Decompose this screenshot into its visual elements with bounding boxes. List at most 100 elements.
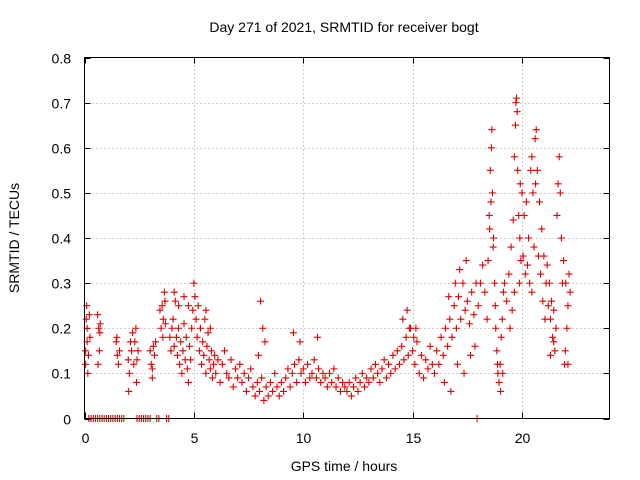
data-point	[462, 257, 470, 265]
data-point	[444, 342, 452, 350]
data-point	[257, 297, 265, 305]
data-point	[288, 369, 296, 377]
data-point	[95, 347, 103, 355]
data-point	[566, 288, 574, 296]
data-point	[86, 333, 94, 341]
data-point	[387, 369, 395, 377]
data-point	[522, 198, 530, 206]
data-point	[208, 374, 216, 382]
data-point	[196, 324, 204, 332]
data-point	[286, 383, 294, 391]
y-tick-label: 0	[63, 412, 71, 428]
data-point	[273, 383, 281, 391]
data-point	[315, 365, 323, 373]
data-point	[512, 99, 520, 107]
data-point	[341, 383, 349, 391]
x-tick-label: 15	[406, 430, 422, 446]
data-point	[183, 365, 191, 373]
data-point	[253, 378, 261, 386]
data-point	[94, 311, 102, 319]
data-point	[182, 333, 190, 341]
x-axis-label: GPS time / hours	[291, 458, 398, 474]
data-point	[415, 369, 423, 377]
data-point	[528, 288, 536, 296]
data-point	[256, 387, 263, 395]
data-point	[158, 302, 166, 310]
data-point	[428, 360, 436, 368]
data-point	[545, 279, 553, 287]
x-tick-labels: 0 5 10 15 20	[82, 430, 531, 446]
data-point	[214, 356, 222, 364]
data-point	[530, 243, 538, 251]
data-point	[452, 324, 460, 332]
data-point	[132, 324, 140, 332]
data-point	[515, 279, 523, 287]
data-point	[433, 347, 441, 355]
data-point	[259, 324, 267, 332]
data-point	[361, 383, 368, 391]
data-point	[539, 297, 547, 305]
data-point	[457, 315, 465, 323]
data-point	[448, 333, 456, 341]
data-point	[546, 351, 554, 359]
data-point	[548, 297, 556, 305]
data-point	[439, 351, 447, 359]
y-tick-label: 0.4	[52, 231, 72, 247]
data-point	[553, 211, 561, 219]
data-point	[488, 126, 496, 134]
data-point	[148, 365, 156, 373]
data-point	[161, 297, 169, 305]
y-tick-label: 0.7	[52, 96, 72, 112]
data-point	[124, 356, 132, 364]
data-point	[511, 121, 519, 129]
data-point	[565, 270, 573, 278]
data-point	[374, 369, 382, 377]
data-point	[516, 234, 524, 242]
data-point	[195, 347, 203, 355]
data-point	[499, 288, 507, 296]
data-point	[291, 360, 298, 368]
data-point	[159, 315, 167, 323]
data-point	[450, 302, 458, 310]
data-point	[446, 315, 454, 323]
data-point	[157, 324, 165, 332]
data-point	[510, 288, 518, 296]
data-point	[225, 374, 233, 382]
data-point	[85, 311, 93, 319]
data-point	[112, 338, 120, 346]
data-point	[328, 378, 336, 386]
data-point	[398, 342, 406, 350]
data-point	[380, 356, 388, 364]
data-point	[385, 360, 393, 368]
data-point	[280, 387, 288, 395]
data-point	[391, 365, 399, 373]
data-point	[491, 302, 499, 310]
data-point	[554, 180, 562, 188]
data-point	[552, 324, 560, 332]
data-point	[146, 347, 154, 355]
data-point	[304, 360, 312, 368]
data-point	[293, 378, 301, 386]
data-point	[125, 387, 133, 395]
y-tick-label: 0.8	[52, 51, 72, 67]
data-point	[275, 392, 283, 400]
data-point	[231, 365, 239, 373]
data-point	[198, 360, 206, 368]
data-point	[151, 351, 158, 359]
data-point	[467, 351, 475, 359]
chart-title: Day 271 of 2021, SRMTID for receiver bog…	[209, 19, 478, 35]
data-point	[262, 383, 270, 391]
data-point	[206, 324, 214, 332]
data-point	[347, 392, 355, 400]
data-point	[426, 342, 434, 350]
data-point	[455, 293, 463, 301]
data-point	[497, 387, 505, 395]
data-point	[440, 378, 448, 386]
data-point	[175, 324, 183, 332]
data-point	[114, 360, 122, 368]
data-point	[405, 324, 413, 332]
data-point	[435, 360, 443, 368]
data-point	[523, 261, 531, 269]
data-point	[189, 306, 197, 314]
